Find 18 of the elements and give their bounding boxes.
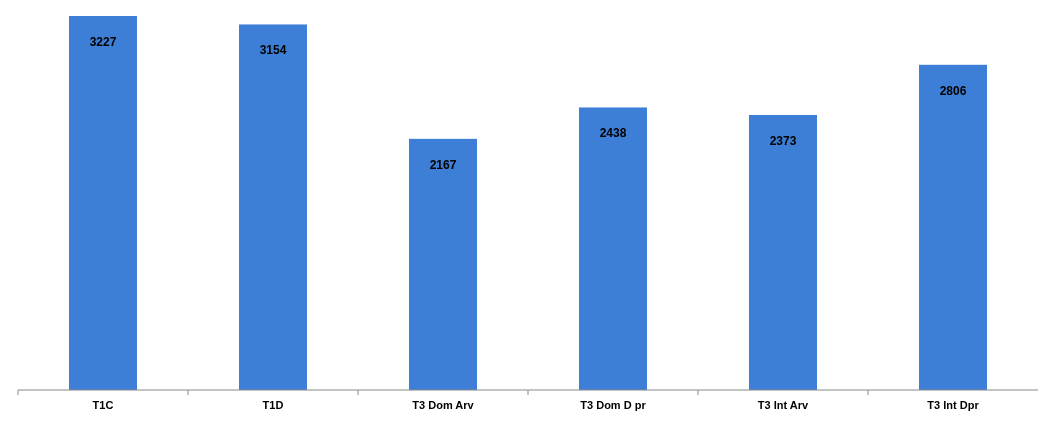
data-label: 2167 bbox=[429, 157, 457, 172]
bar bbox=[579, 107, 647, 390]
bar bbox=[409, 138, 477, 390]
x-tick-label: T3 Int Dpr bbox=[927, 399, 980, 411]
data-label: 2373 bbox=[769, 133, 797, 148]
x-tick-label: T3 Dom Arv bbox=[412, 399, 475, 411]
bar bbox=[919, 64, 987, 390]
data-label: 3154 bbox=[259, 43, 287, 58]
x-tick-label: T1C bbox=[92, 399, 114, 411]
bar bbox=[749, 114, 817, 390]
bar bbox=[69, 16, 137, 390]
x-tick-label: T3 Int Arv bbox=[757, 399, 810, 411]
data-label: 3227 bbox=[89, 35, 117, 49]
bar bbox=[239, 24, 307, 390]
x-tick-label: T1D bbox=[262, 399, 284, 411]
x-tick-label: T3 Dom D pr bbox=[580, 399, 647, 411]
data-label: 2438 bbox=[599, 126, 627, 141]
data-label: 2806 bbox=[939, 83, 967, 98]
